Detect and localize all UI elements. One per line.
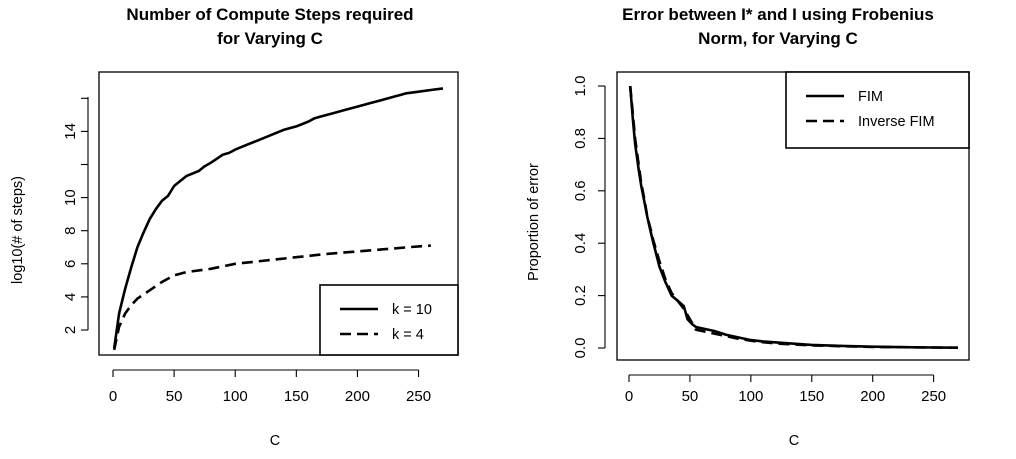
x-tick-label: 0 <box>109 388 117 405</box>
y-tick-label: 0.0 <box>572 338 589 359</box>
series-line-k-4 <box>112 244 431 351</box>
chart-title-line-1: Error between I* and I using Frobenius <box>622 5 934 24</box>
x-tick-label: 200 <box>860 388 885 405</box>
legend-label: Inverse FIM <box>858 114 935 130</box>
series-line-inverse-fim <box>628 85 959 349</box>
x-axis-label: C <box>789 433 799 449</box>
y-tick-label: 10 <box>62 189 79 206</box>
x-tick-label: 100 <box>223 388 248 405</box>
legend-label: k = 10 <box>392 302 432 318</box>
x-tick-label: 250 <box>406 388 431 405</box>
y-tick-label: 4 <box>62 293 79 301</box>
y-tick-label: 14 <box>62 123 79 140</box>
y-tick-label: 6 <box>62 260 79 268</box>
y-axis-label: Proportion of error <box>526 163 542 281</box>
legend-label: k = 4 <box>392 327 424 343</box>
y-tick-label: 2 <box>62 326 79 334</box>
y-tick-label: 0.8 <box>572 128 589 149</box>
chart-title-line-2: Norm, for Varying C <box>698 29 858 48</box>
y-axis-label: log10(# of steps) <box>10 176 26 284</box>
x-tick-label: 250 <box>921 388 946 405</box>
series-line-k-10 <box>112 87 444 349</box>
x-tick-label: 150 <box>284 388 309 405</box>
x-tick-label: 50 <box>682 388 699 405</box>
legend-box <box>319 284 459 356</box>
x-tick-label: 0 <box>625 388 633 405</box>
chart-title-line-2: for Varying C <box>217 29 323 48</box>
x-tick-label: 150 <box>799 388 824 405</box>
x-tick-label: 200 <box>345 388 370 405</box>
x-tick-label: 50 <box>166 388 183 405</box>
legend-box <box>785 71 970 149</box>
y-tick-label: 8 <box>62 227 79 235</box>
y-tick-label: 0.2 <box>572 285 589 306</box>
x-tick-label: 100 <box>738 388 763 405</box>
y-tick-label: 0.4 <box>572 233 589 254</box>
error-proportion-panel: Error between I* and I using Frobenius N… <box>526 5 970 449</box>
y-tick-label: 0.6 <box>572 180 589 201</box>
y-tick-label: 1.0 <box>572 76 589 97</box>
chart-title-line-1: Number of Compute Steps required <box>126 5 413 24</box>
legend-label: FIM <box>858 89 883 105</box>
plot-frame <box>98 71 459 356</box>
compute-steps-panel: Number of Compute Steps required for Var… <box>10 5 459 449</box>
x-axis-label: C <box>270 433 280 449</box>
